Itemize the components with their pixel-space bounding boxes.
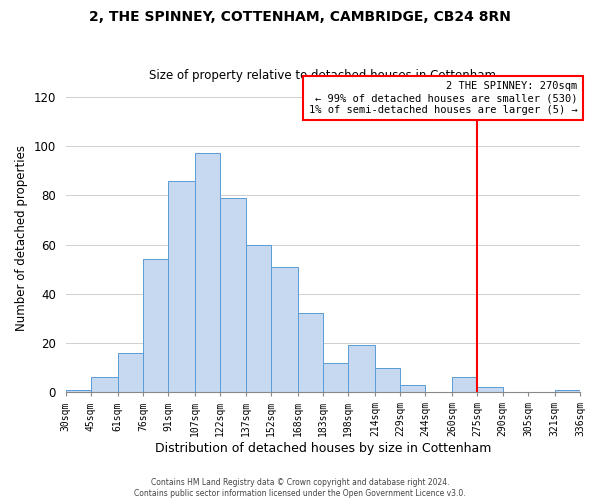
Text: 2, THE SPINNEY, COTTENHAM, CAMBRIDGE, CB24 8RN: 2, THE SPINNEY, COTTENHAM, CAMBRIDGE, CB… <box>89 10 511 24</box>
Text: 2 THE SPINNEY: 270sqm
← 99% of detached houses are smaller (530)
1% of semi-deta: 2 THE SPINNEY: 270sqm ← 99% of detached … <box>308 82 577 114</box>
Bar <box>478 387 503 392</box>
Bar <box>143 260 168 392</box>
Bar <box>168 180 195 392</box>
Bar <box>195 154 220 392</box>
Bar <box>91 378 118 392</box>
Text: Contains HM Land Registry data © Crown copyright and database right 2024.
Contai: Contains HM Land Registry data © Crown c… <box>134 478 466 498</box>
Bar <box>245 244 271 392</box>
Bar <box>298 314 323 392</box>
Bar <box>348 346 375 392</box>
Y-axis label: Number of detached properties: Number of detached properties <box>15 146 28 332</box>
Bar <box>400 385 425 392</box>
Bar <box>555 390 580 392</box>
Bar <box>323 362 348 392</box>
Bar <box>65 390 91 392</box>
Bar <box>375 368 400 392</box>
Bar <box>271 266 298 392</box>
X-axis label: Distribution of detached houses by size in Cottenham: Distribution of detached houses by size … <box>155 442 491 455</box>
Title: Size of property relative to detached houses in Cottenham: Size of property relative to detached ho… <box>149 69 496 82</box>
Bar <box>452 378 478 392</box>
Bar <box>118 353 143 392</box>
Bar <box>220 198 245 392</box>
